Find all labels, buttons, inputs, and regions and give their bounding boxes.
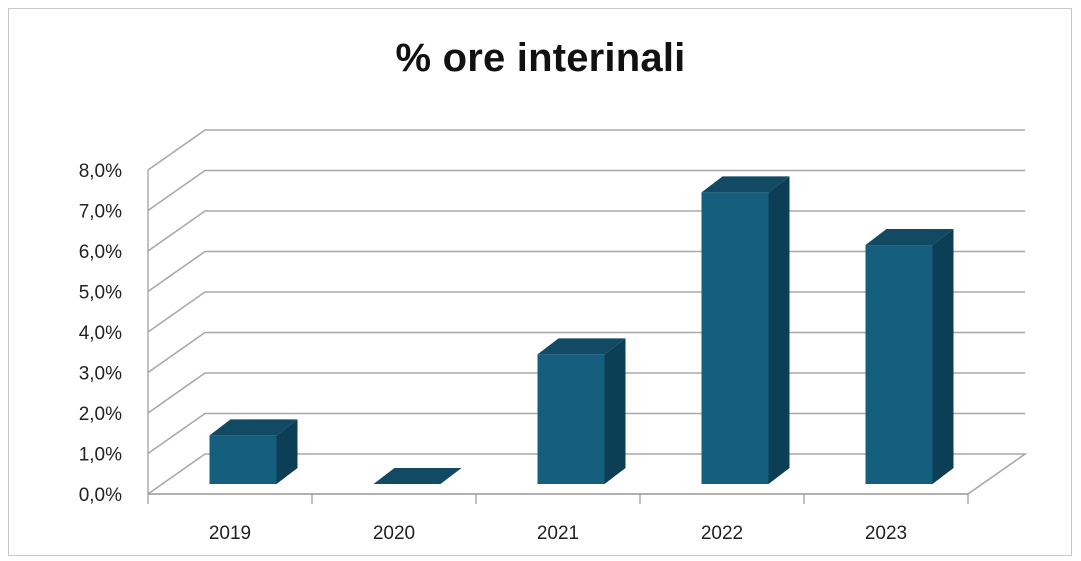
chart-title: % ore interinali (395, 36, 686, 80)
gridline (147, 169, 1025, 212)
bar-2022 (701, 176, 790, 484)
bar-2019 (209, 419, 298, 484)
bar-front (701, 192, 769, 484)
x-tick-label: 2021 (537, 523, 579, 544)
tick-labels: 0,0% 1,0% 2,0% 3,0% 4,0% 5,0% 6,0% 7,0% 8,0% 2019… (79, 161, 907, 544)
bar-side (768, 176, 790, 484)
bar-front (537, 354, 605, 484)
y-tick-label: 7,0% (79, 202, 122, 223)
bar-2020 (373, 468, 462, 484)
bar-top (209, 419, 298, 436)
bar-side (276, 419, 298, 484)
bar-top (701, 176, 790, 193)
x-tick-label: 2020 (373, 523, 415, 544)
x-tick-label: 2023 (865, 523, 907, 544)
y-tick-label: 0,0% (79, 485, 122, 506)
y-tick-label: 8,0% (79, 161, 122, 182)
y-tick-label: 6,0% (79, 242, 122, 263)
bar-front (209, 435, 277, 484)
x-tick-label: 2019 (209, 523, 251, 544)
axes (147, 170, 969, 504)
bar-2023 (865, 229, 954, 484)
y-tick-label: 4,0% (79, 323, 122, 344)
bar-side (604, 338, 626, 484)
y-tick-label: 3,0% (79, 364, 122, 385)
bar-top (373, 468, 462, 484)
x-tick-label: 2022 (701, 523, 743, 544)
bar-top (537, 338, 626, 355)
bar-side (932, 229, 954, 484)
bar-2021 (537, 338, 626, 484)
bar-top (865, 229, 954, 246)
y-tick-label: 1,0% (79, 445, 122, 466)
bar-front (865, 245, 933, 484)
gridline (147, 129, 1025, 171)
y-tick-label: 2,0% (79, 404, 122, 425)
y-tick-label: 5,0% (79, 283, 122, 304)
bars (209, 176, 954, 484)
